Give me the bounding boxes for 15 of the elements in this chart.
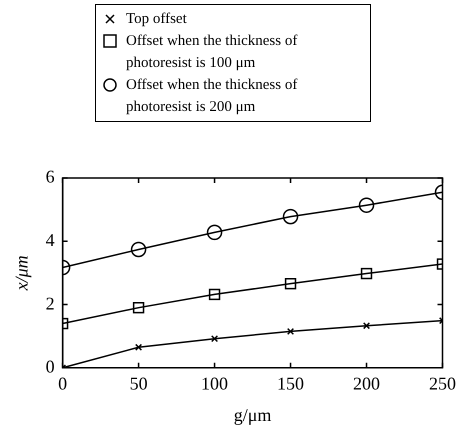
legend-label: Offset when the thickness of photoresist is 100 μm — [126, 32, 298, 73]
x-tick-label: 200 — [353, 373, 380, 394]
x-tick-label: 100 — [201, 373, 228, 394]
legend-label: Offset when the thickness of photoresist is 200 μm — [126, 76, 298, 117]
x-tick-label: 50 — [130, 373, 148, 394]
x-tick-label: 250 — [429, 373, 456, 394]
x-axis-title: g/μm — [234, 404, 272, 425]
x-tick-label: 0 — [58, 373, 68, 394]
y-tick-label: 0 — [46, 356, 55, 377]
y-tick-label: 2 — [46, 293, 55, 314]
y-axis-title: x/μm — [12, 255, 32, 292]
legend-label: Top offset — [126, 10, 187, 29]
y-tick-label: 6 — [46, 166, 55, 187]
y-tick-label: 4 — [46, 230, 55, 250]
x-tick-label: 150 — [277, 373, 304, 394]
